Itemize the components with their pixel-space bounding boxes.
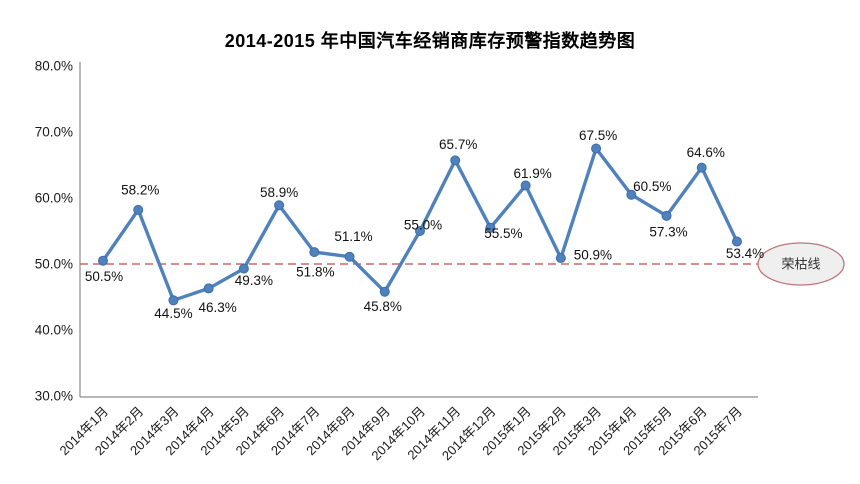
data-point-label: 65.7% <box>439 137 477 152</box>
y-tick-label: 50.0% <box>35 257 73 272</box>
data-point-marker <box>626 189 637 200</box>
data-point-marker <box>591 143 602 154</box>
data-point-marker <box>133 204 144 215</box>
y-tick-label: 40.0% <box>35 323 73 338</box>
data-point-marker <box>344 251 355 262</box>
data-point-label: 51.1% <box>334 229 372 244</box>
data-point-marker <box>485 222 496 233</box>
data-point-marker <box>661 210 672 221</box>
data-point-marker <box>731 236 742 247</box>
data-point-label: 67.5% <box>579 128 617 143</box>
data-point-marker <box>168 295 179 306</box>
data-point-label: 46.3% <box>199 300 237 315</box>
data-point-marker <box>450 155 461 166</box>
data-point-label: 51.8% <box>296 265 334 280</box>
reference-ellipse <box>757 242 845 286</box>
data-point-marker <box>309 247 320 258</box>
data-point-marker <box>238 263 249 274</box>
reference-ellipse-label: 荣枯线 <box>781 257 820 272</box>
data-point-label: 58.2% <box>121 182 159 197</box>
data-point-marker <box>203 283 214 294</box>
data-point-label: 57.3% <box>649 224 687 239</box>
data-point-label: 55.0% <box>404 218 442 233</box>
y-tick-label: 70.0% <box>35 125 73 140</box>
data-point-marker <box>98 255 108 266</box>
data-point-label: 53.4% <box>726 246 764 261</box>
data-point-label: 50.5% <box>85 269 123 284</box>
y-tick-label: 80.0% <box>35 59 73 74</box>
data-point-label: 64.6% <box>687 145 725 160</box>
y-tick-label: 30.0% <box>35 389 73 404</box>
chart-title: 2014-2015 年中国汽车经销商库存预警指数趋势图 <box>224 31 636 51</box>
y-tick-label: 60.0% <box>35 191 73 206</box>
data-point-label: 49.3% <box>235 273 273 288</box>
data-point-label: 61.9% <box>513 166 551 181</box>
data-point-marker <box>274 200 285 211</box>
data-point-label: 55.5% <box>484 226 522 241</box>
data-point-marker <box>555 253 566 264</box>
data-point-label: 45.8% <box>364 299 402 314</box>
data-point-marker <box>520 180 531 191</box>
data-point-label: 60.5% <box>633 179 671 194</box>
data-point-marker <box>414 226 425 236</box>
data-point-label: 58.9% <box>260 185 298 200</box>
data-point-label: 44.5% <box>154 306 192 321</box>
data-point-marker <box>379 286 390 297</box>
data-point-marker <box>696 162 707 173</box>
data-point-label: 50.9% <box>574 248 612 263</box>
